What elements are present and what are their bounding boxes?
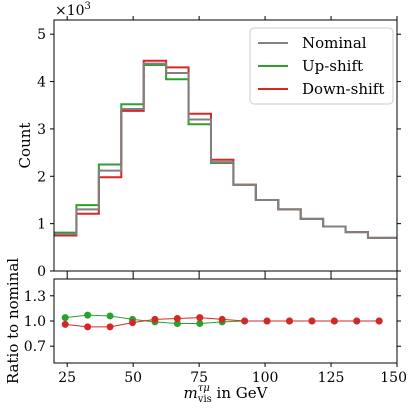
ratio-point-down-shift [173, 314, 181, 322]
x-label-superscript: τμ [198, 383, 210, 394]
ratio-point-up-shift [84, 311, 92, 319]
x-tick-label: 150 [380, 370, 407, 386]
ratio-y-tick-label: 1.3 [24, 289, 46, 305]
ratio-point-down-shift [285, 317, 293, 325]
x-tick-label: 25 [58, 370, 76, 386]
ratio-y-axis-label: Ratio to nominal [4, 258, 22, 384]
y-multiplier-exponent: 3 [85, 1, 91, 12]
legend-label-nominal: Nominal [302, 34, 367, 52]
ratio-point-up-shift [106, 312, 114, 320]
ratio-point-down-shift [61, 320, 69, 328]
ratio-point-down-shift [196, 314, 204, 322]
legend-items: Nominal Up-shift Down-shift [258, 34, 384, 98]
ratio-point-down-shift [151, 315, 159, 323]
x-tick-label: 125 [318, 370, 345, 386]
ratio-point-down-shift [84, 323, 92, 331]
main-x-ticks [66, 16, 398, 275]
x-label-var: m [184, 384, 198, 402]
y-tick-label: 0 [37, 264, 46, 280]
histogram-series-group [54, 59, 397, 239]
x-tick-label: 50 [124, 370, 142, 386]
ratio-panel: 0.7 1.0 1.3 25 50 75 100 125 150 Ratio to nomin… [4, 258, 407, 405]
ratio-point-down-shift [330, 317, 338, 325]
ratio-series-group [61, 311, 383, 331]
y-multiplier-base: ×10 [55, 3, 85, 19]
y-tick-label: 4 [37, 75, 46, 91]
y-multiplier-label: ×103 [55, 1, 91, 19]
ratio-point-down-shift [308, 317, 316, 325]
ratio-point-down-shift [263, 317, 271, 325]
y-tick-label: 1 [37, 217, 46, 233]
legend: Nominal Up-shift Down-shift [249, 27, 394, 105]
ratio-x-ticks: 25 50 75 100 125 150 [58, 275, 407, 386]
main-plot-frame [53, 19, 398, 272]
ratio-y-tick-label: 1.0 [24, 314, 46, 330]
y-tick-label: 5 [37, 27, 46, 43]
ratio-point-down-shift [128, 319, 136, 327]
ratio-point-up-shift [173, 320, 181, 328]
legend-label-up-shift: Up-shift [302, 57, 363, 75]
x-label-subscript: vis [197, 394, 212, 405]
y-tick-label: 2 [37, 169, 46, 185]
x-tick-label: 100 [252, 370, 279, 386]
ratio-point-up-shift [196, 320, 204, 328]
ratio-point-down-shift [106, 323, 114, 331]
histogram-line-nominal [54, 62, 397, 239]
ratio-point-down-shift [218, 315, 226, 323]
ratio-point-up-shift [61, 314, 69, 322]
y-tick-label: 3 [37, 122, 46, 138]
main-y-ticks: 0 1 2 3 4 5 [37, 27, 401, 280]
x-axis-label: mτμ vis in GeV [184, 383, 269, 405]
ratio-point-down-shift [353, 317, 361, 325]
x-label-unit: in GeV [212, 384, 269, 402]
ratio-point-down-shift [241, 317, 249, 325]
y-axis-label: Count [16, 123, 34, 169]
legend-box [249, 27, 394, 105]
ratio-y-ticks: 0.7 1.0 1.3 [24, 289, 401, 355]
ratio-point-down-shift [375, 317, 383, 325]
legend-label-down-shift: Down-shift [302, 80, 384, 98]
x-tick-label: 75 [190, 370, 208, 386]
ratio-y-tick-label: 0.7 [24, 339, 46, 355]
